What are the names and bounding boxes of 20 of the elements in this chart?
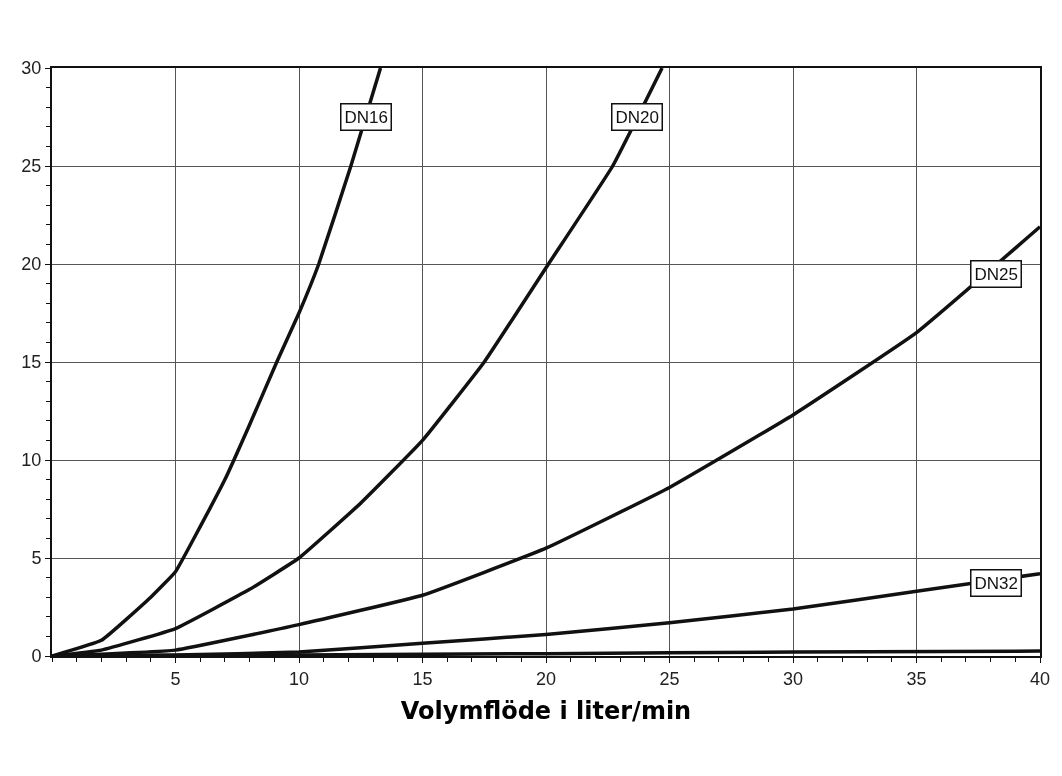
y-tick-label: 0 (31, 646, 42, 667)
annotation: DN25 (974, 264, 1018, 284)
y-tick-label: 30 (21, 58, 42, 79)
x-tick-label: 20 (535, 668, 557, 689)
x-tick-label: 5 (170, 668, 181, 689)
y-tick-label: 25 (21, 156, 42, 177)
y-tick-label: 5 (31, 548, 42, 569)
x-axis-title: Volymflöde i liter/min (400, 697, 692, 726)
x-tick-label: 35 (906, 668, 927, 689)
y-tick-label: 20 (21, 254, 42, 275)
y-tick-label: 15 (21, 352, 42, 373)
y-tick-label: 10 (21, 450, 42, 471)
x-tick-label: 30 (782, 668, 804, 689)
x-tick-label: 40 (1029, 668, 1051, 689)
x-tick-label: 10 (288, 668, 310, 689)
x-tick-label: 15 (412, 668, 433, 689)
annotation: DN32 (974, 573, 1018, 593)
annotation: DN20 (615, 107, 659, 127)
x-tick-label: 25 (659, 668, 680, 689)
annotation: DN16 (344, 107, 388, 127)
